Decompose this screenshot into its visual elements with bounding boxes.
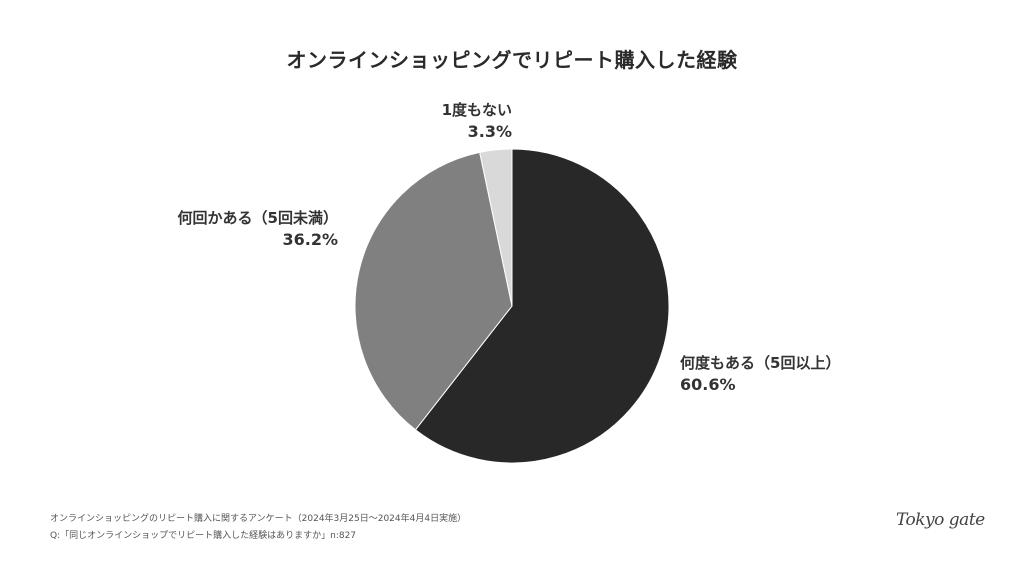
label-several-times-name: 何回かある（5回未満） xyxy=(177,209,338,227)
label-never: 1度もない 3.3% xyxy=(420,99,512,143)
label-never-name: 1度もない xyxy=(441,101,512,119)
label-several-times-pct: 36.2% xyxy=(282,230,338,249)
slice-many-times xyxy=(414,148,670,464)
slice-never xyxy=(479,148,513,307)
question-note: Q:「同じオンラインショップでリピート購入した経験はありますか」n:827 xyxy=(50,531,357,541)
label-several-times: 何回かある（5回未満） 36.2% xyxy=(150,207,338,251)
label-never-pct: 3.3% xyxy=(467,122,512,141)
footer-notes: オンラインショッピングのリピート購入に関するアンケート（2024年3月25日〜2… xyxy=(50,511,466,545)
brand-logo: Tokyo gate xyxy=(896,510,985,530)
chart-title: オンラインショッピングでリピート購入した経験 xyxy=(286,48,738,72)
pie-slices xyxy=(354,148,670,464)
label-many-times-pct: 60.6% xyxy=(680,375,736,394)
label-many-times-name: 何度もある（5回以上） xyxy=(680,354,841,372)
survey-note: オンラインショッピングのリピート購入に関するアンケート（2024年3月25日〜2… xyxy=(50,514,467,524)
slice-several-times xyxy=(354,151,513,431)
label-many-times: 何度もある（5回以上） 60.6% xyxy=(680,352,880,396)
